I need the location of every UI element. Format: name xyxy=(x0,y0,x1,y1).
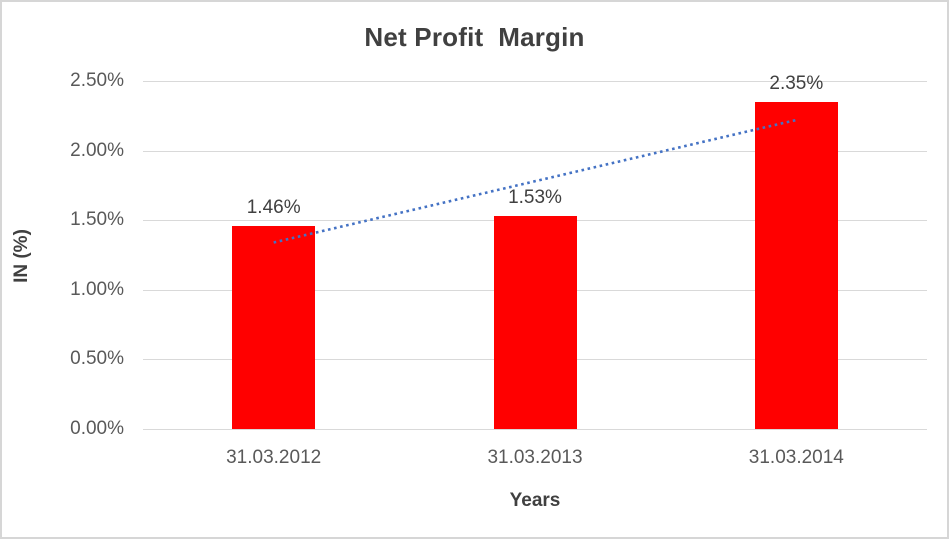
trendline xyxy=(273,118,797,244)
bar-31.03.2014 xyxy=(754,101,838,429)
gridline xyxy=(143,150,927,152)
bar-31.03.2013 xyxy=(493,216,577,429)
y-tick-label: 0.50% xyxy=(70,348,124,370)
data-label: 2.35% xyxy=(769,72,824,94)
trendline-segment xyxy=(273,118,797,244)
y-tick-label: 0.00% xyxy=(70,418,124,439)
chart-title: Net Profit Margin xyxy=(364,22,585,52)
data-label: 1.46% xyxy=(246,196,301,218)
data-label: 1.53% xyxy=(508,187,562,209)
bar-31.03.2012 xyxy=(232,225,316,429)
y-axis-title: IN (%) xyxy=(11,229,32,283)
plot-area: 1.46% 1.53% 2.35% xyxy=(143,73,927,430)
y-tick-label: 1.00% xyxy=(70,278,124,300)
x-tick-label: 31.03.2013 xyxy=(487,447,583,468)
x-tick-label: 31.03.2012 xyxy=(226,447,322,468)
gridline xyxy=(143,429,927,430)
x-axis-title: Years xyxy=(509,490,561,511)
gridline xyxy=(143,81,927,82)
y-tick-label: 2.00% xyxy=(70,139,124,161)
y-tick-label: 1.50% xyxy=(70,209,124,231)
x-tick-label: 31.03.2014 xyxy=(748,447,844,468)
frame-left-edge xyxy=(0,0,2,539)
y-tick-label: 2.50% xyxy=(70,70,124,91)
